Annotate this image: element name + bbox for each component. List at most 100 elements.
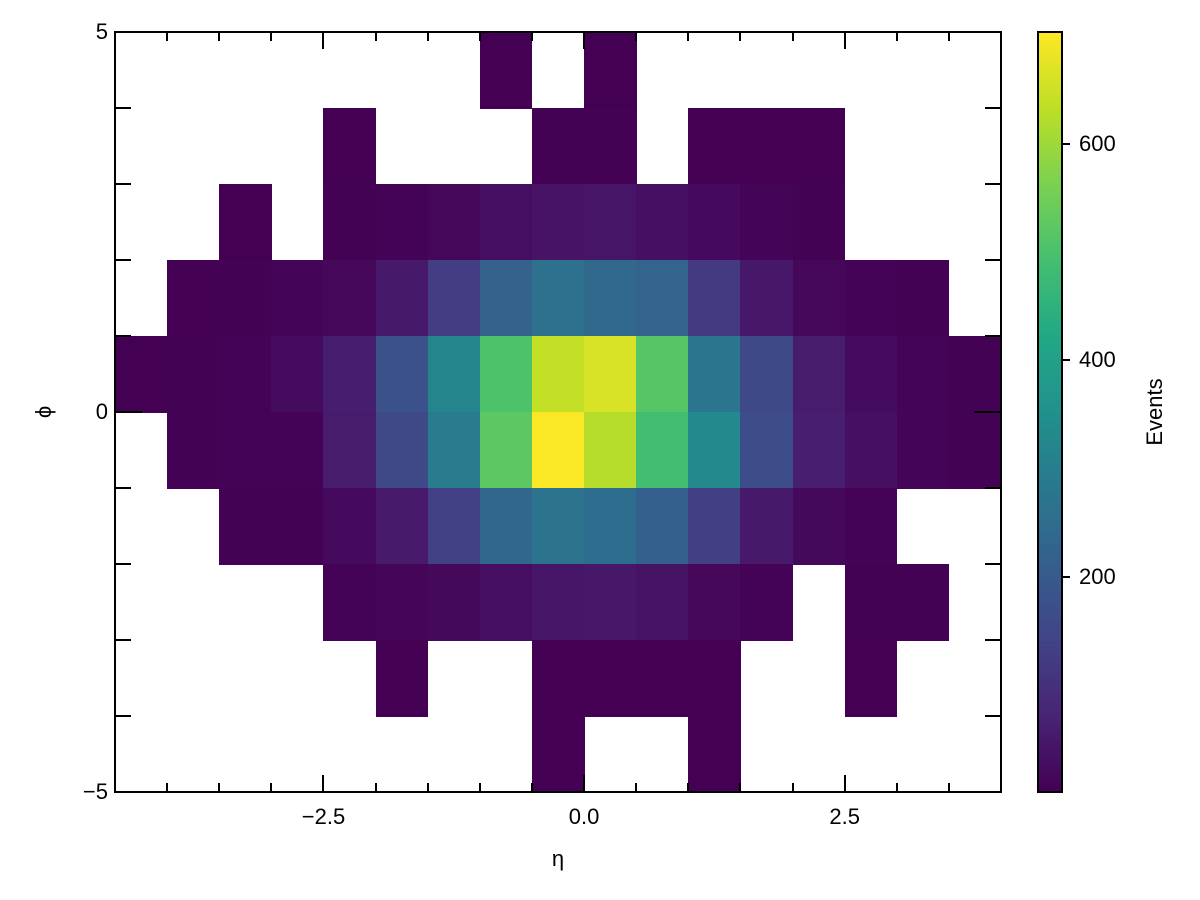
x-tick-bottom [583, 775, 586, 792]
heatmap-cell [531, 488, 585, 565]
y-tick-right [985, 563, 1001, 565]
heatmap-cell [844, 640, 898, 717]
x-tick-bottom [687, 783, 690, 792]
heatmap-cell [740, 184, 794, 261]
heatmap-cell [792, 108, 846, 185]
y-tick-right [985, 487, 1001, 489]
colorbar-tick-label: 400 [1079, 347, 1116, 373]
heatmap-cell [844, 336, 898, 413]
heatmap-cell [271, 488, 324, 565]
x-tick-bottom [270, 783, 273, 792]
heatmap-cell [479, 336, 533, 413]
heatmap-cell [375, 412, 429, 489]
x-tick-top [895, 32, 898, 41]
heatmap-cell [636, 564, 689, 641]
heatmap-cell [167, 260, 220, 337]
colorbar-tick [1061, 359, 1070, 362]
heatmap-cell [323, 336, 377, 413]
heatmap-cell [740, 108, 794, 185]
heatmap-cell [688, 260, 741, 337]
heatmap-cell [844, 488, 898, 565]
x-tick-top [583, 32, 586, 49]
heatmap-cell [427, 564, 481, 641]
heatmap-cell [531, 412, 585, 489]
y-tick-left [115, 183, 131, 185]
heatmap-cell [531, 184, 585, 261]
heatmap-cell [636, 184, 689, 261]
x-tick-label: 0.0 [568, 804, 600, 829]
heatmap-cell [792, 412, 846, 489]
x-tick-bottom [947, 783, 950, 792]
heatmap-cell [792, 184, 846, 261]
x-tick-bottom [895, 783, 898, 792]
heatmap-cell [531, 260, 585, 337]
heatmap-cell [740, 488, 794, 565]
heatmap-cell [844, 260, 898, 337]
y-tick-label: 5 [95, 19, 108, 44]
y-axis-label: ϕ [31, 405, 56, 419]
heatmap-cell [636, 412, 689, 489]
heatmap-cell [636, 336, 689, 413]
heatmap-cell [427, 184, 481, 261]
heatmap-cell [584, 108, 637, 185]
x-tick-bottom [739, 783, 742, 792]
heatmap-cell [479, 260, 533, 337]
heatmap-cell [636, 640, 689, 717]
heatmap-cell [427, 488, 481, 565]
heatmap-cell [688, 412, 741, 489]
heatmap-cell [792, 336, 846, 413]
heatmap-cell [531, 716, 585, 793]
y-tick-right [985, 335, 1001, 337]
heatmap-cell [948, 336, 1002, 413]
heatmap-cell [740, 260, 794, 337]
heatmap-cell [323, 412, 377, 489]
x-tick-bottom [791, 783, 794, 792]
heatmap-cell [219, 336, 272, 413]
heatmap-cell [531, 336, 585, 413]
y-tick-right [985, 107, 1001, 109]
y-tick-left [115, 563, 131, 565]
colorbar-label: Events [1142, 378, 1167, 446]
heatmap-cell [531, 108, 585, 185]
heatmap-cell [844, 564, 898, 641]
colorbar-tick [1061, 575, 1070, 578]
heatmap-cell [688, 488, 741, 565]
heatmap-cell [427, 260, 481, 337]
heatmap-cell [167, 336, 220, 413]
heatmap-cell [584, 260, 637, 337]
heatmap-cell [427, 336, 481, 413]
x-tick-label: −2.5 [301, 804, 346, 829]
heatmap-cell [896, 336, 950, 413]
y-tick-left [115, 715, 131, 717]
heatmap-cell [375, 488, 429, 565]
heatmap-cell [375, 336, 429, 413]
x-tick-top [426, 32, 429, 41]
y-tick-left [115, 411, 142, 413]
heatmap-cell [323, 108, 377, 185]
x-tick-bottom [322, 775, 325, 792]
heatmap-cell [792, 260, 846, 337]
heatmap-cell [584, 184, 637, 261]
x-tick-bottom [426, 783, 429, 792]
heatmap-cell [271, 412, 324, 489]
heatmap-cell [323, 260, 377, 337]
x-tick-top [947, 32, 950, 41]
y-tick-left [115, 639, 131, 641]
heatmap-cell [896, 412, 950, 489]
heatmap-cell [479, 184, 533, 261]
heatmap-cell [271, 336, 324, 413]
x-tick-bottom [635, 783, 638, 792]
y-tick-label: 0 [95, 399, 108, 424]
heatmap-cell [740, 412, 794, 489]
x-tick-top [374, 32, 377, 41]
heatmap-cell [844, 412, 898, 489]
heatmap-cell [688, 564, 741, 641]
x-tick-bottom [166, 783, 169, 792]
heatmap-cell [375, 184, 429, 261]
x-tick-bottom [374, 783, 377, 792]
heatmap-cell [219, 260, 272, 337]
heatmap-cell [948, 412, 1002, 489]
colorbar [1037, 31, 1063, 793]
y-tick-right [985, 259, 1001, 261]
heatmap-cell [896, 564, 950, 641]
